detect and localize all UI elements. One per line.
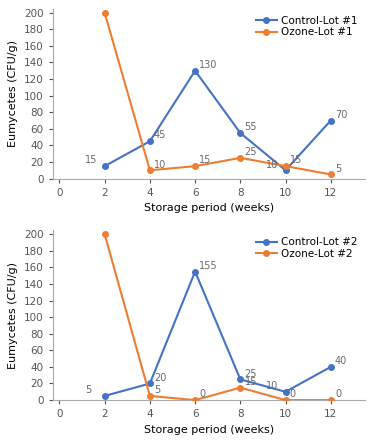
Text: 40: 40 xyxy=(335,356,347,366)
Ozone-Lot #2 xyxy=(238,385,242,390)
X-axis label: Storage period (weeks): Storage period (weeks) xyxy=(144,203,274,213)
Text: 15: 15 xyxy=(199,155,211,165)
Control-Lot #2 xyxy=(148,381,152,386)
Control-Lot #2 xyxy=(103,393,107,399)
Control-Lot #1 xyxy=(238,130,242,136)
Y-axis label: Eumycetes (CFU/g): Eumycetes (CFU/g) xyxy=(8,261,18,369)
Ozone-Lot #2 xyxy=(103,232,107,237)
Text: 10: 10 xyxy=(154,159,166,170)
Text: 25: 25 xyxy=(244,369,257,379)
Text: 25: 25 xyxy=(244,147,257,157)
Ozone-Lot #2 xyxy=(283,397,288,403)
Control-Lot #2 xyxy=(238,377,242,382)
Text: 5: 5 xyxy=(154,385,160,395)
Text: 15: 15 xyxy=(290,155,302,165)
Text: 20: 20 xyxy=(154,373,166,383)
Line: Ozone-Lot #1: Ozone-Lot #1 xyxy=(102,10,333,177)
Legend: Control-Lot #1, Ozone-Lot #1: Control-Lot #1, Ozone-Lot #1 xyxy=(254,14,360,39)
Ozone-Lot #1 xyxy=(193,163,197,169)
Line: Control-Lot #2: Control-Lot #2 xyxy=(102,269,333,399)
Ozone-Lot #2 xyxy=(148,393,152,399)
Control-Lot #2 xyxy=(329,364,333,369)
Text: 45: 45 xyxy=(154,131,166,140)
Line: Ozone-Lot #2: Ozone-Lot #2 xyxy=(102,231,333,403)
Control-Lot #1 xyxy=(283,167,288,173)
Text: 15: 15 xyxy=(244,377,257,387)
Text: 155: 155 xyxy=(199,261,218,271)
Control-Lot #1 xyxy=(193,68,197,74)
Text: 0: 0 xyxy=(335,389,341,399)
Ozone-Lot #1 xyxy=(238,155,242,160)
Y-axis label: Eumycetes (CFU/g): Eumycetes (CFU/g) xyxy=(8,40,18,147)
Control-Lot #1 xyxy=(103,163,107,169)
Control-Lot #2 xyxy=(283,389,288,394)
Control-Lot #2 xyxy=(193,269,197,274)
Text: 5: 5 xyxy=(335,163,341,174)
Text: 70: 70 xyxy=(335,110,347,120)
Text: 0: 0 xyxy=(199,389,206,399)
Text: 10: 10 xyxy=(266,159,278,170)
Control-Lot #1 xyxy=(329,118,333,123)
Ozone-Lot #1 xyxy=(283,163,288,169)
Text: 0: 0 xyxy=(290,389,296,399)
X-axis label: Storage period (weeks): Storage period (weeks) xyxy=(144,425,274,435)
Ozone-Lot #1 xyxy=(329,172,333,177)
Text: 130: 130 xyxy=(199,60,217,70)
Text: 10: 10 xyxy=(266,381,278,391)
Ozone-Lot #2 xyxy=(193,397,197,403)
Ozone-Lot #2 xyxy=(329,397,333,403)
Ozone-Lot #1 xyxy=(103,10,107,16)
Control-Lot #1 xyxy=(148,139,152,144)
Text: 55: 55 xyxy=(244,122,257,132)
Text: 15: 15 xyxy=(85,155,98,165)
Text: 5: 5 xyxy=(85,385,91,395)
Legend: Control-Lot #2, Ozone-Lot #2: Control-Lot #2, Ozone-Lot #2 xyxy=(254,235,360,261)
Ozone-Lot #1 xyxy=(148,167,152,173)
Line: Control-Lot #1: Control-Lot #1 xyxy=(102,68,333,173)
